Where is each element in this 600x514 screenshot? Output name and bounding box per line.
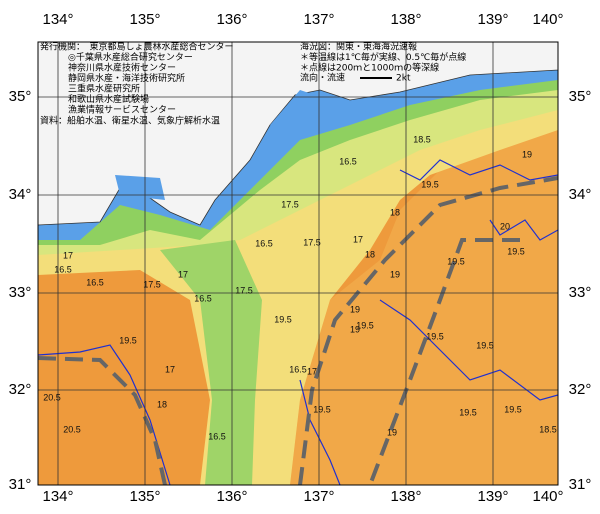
contour-label: 19.5 xyxy=(421,179,439,189)
note-line: ＊等温線は1℃毎が実線、0.5℃毎が点線 xyxy=(300,51,466,63)
note-line: ＊点線は200ｍと1000ｍの等深線 xyxy=(300,62,439,74)
contours xyxy=(38,159,558,485)
contour-labels: 16.517.517.5 1718181919.519.519.52018.519… xyxy=(43,134,557,441)
frame xyxy=(37,41,559,486)
contour-label: 20.5 xyxy=(63,424,81,434)
contour-label: 19.5 xyxy=(119,335,137,345)
contour-label: 19.5 xyxy=(507,246,525,256)
bay xyxy=(115,175,165,200)
contour-label: 19.5 xyxy=(274,314,292,324)
lon-label: 134° xyxy=(42,488,73,505)
contour-label: 16.5 xyxy=(54,264,72,274)
contour-label: 19 xyxy=(390,269,400,279)
lon-label: 137° xyxy=(303,11,334,28)
contour-label: 17.5 xyxy=(143,279,161,289)
flow-unit: 2kt xyxy=(396,74,411,84)
flow-label: 流向・流速 xyxy=(300,72,345,84)
contour-label: 18.5 xyxy=(413,134,431,144)
lat-label: 35° xyxy=(569,88,592,105)
lon-label: 136° xyxy=(216,488,247,505)
contour-label: 18.5 xyxy=(539,424,557,434)
publisher-line: 神奈川県水産技術センター xyxy=(68,62,176,74)
lat-label: 32° xyxy=(569,381,592,398)
contour-label: 18 xyxy=(157,399,167,409)
note-line: 海況図：関東・東海海況速報 xyxy=(300,41,417,53)
contour-label: 19 xyxy=(350,304,360,314)
lat-label: 31° xyxy=(569,476,592,493)
contour-label: 19.5 xyxy=(459,407,477,417)
contour-label: 18 xyxy=(365,249,375,259)
lat-label: 32° xyxy=(9,381,32,398)
map-area: 16.517.517.5 1718181919.519.519.52018.519… xyxy=(38,42,558,485)
contour-label: 20 xyxy=(500,221,510,231)
contour-label: 19 xyxy=(387,427,397,437)
lat-label: 31° xyxy=(9,476,32,493)
publisher-line: 発行機関： 東京都島しょ農林水産総合センター xyxy=(40,41,234,53)
lat-label: 33° xyxy=(9,284,32,301)
contour-label: 19.5 xyxy=(426,331,444,341)
publisher-line: ◎千葉県水産総合研究センター xyxy=(68,51,193,63)
contour-label: 18 xyxy=(390,207,400,217)
lon-label: 139° xyxy=(477,11,508,28)
contour-label: 19.5 xyxy=(313,404,331,414)
lat-label: 33° xyxy=(569,284,592,301)
lon-label: 136° xyxy=(216,11,247,28)
contour-label: 16.5 xyxy=(289,364,307,374)
contour-label: 20.5 xyxy=(43,392,61,402)
lat-label: 34° xyxy=(9,186,32,203)
contour-label: 16.5 xyxy=(194,293,212,303)
contour-label: 17 xyxy=(165,364,175,374)
bay xyxy=(270,90,330,140)
contour-label: 19 xyxy=(350,324,360,334)
contour-label: 17.5 xyxy=(281,199,299,209)
publisher-line: 和歌山県水産試験場 xyxy=(68,93,149,105)
contour-label: 19.5 xyxy=(504,404,522,414)
contour-label: 17.5 xyxy=(235,285,253,295)
lon-label: 139° xyxy=(477,488,508,505)
contour-label: 19.5 xyxy=(447,256,465,266)
contour-label: 17 xyxy=(353,234,363,244)
contour-label: 17.5 xyxy=(303,237,321,247)
lon-label: 134° xyxy=(42,11,73,28)
lon-label: 140° xyxy=(532,488,563,505)
contour-label: 16.5 xyxy=(86,277,104,287)
publisher-line: 漁業情報サービスセンター xyxy=(68,104,176,116)
contour-label: 16.5 xyxy=(339,156,357,166)
lat-label: 35° xyxy=(9,88,32,105)
lat-label: 34° xyxy=(569,186,592,203)
contour-label: 16.5 xyxy=(255,238,273,248)
lon-label: 138° xyxy=(390,488,421,505)
contour-label: 17 xyxy=(63,250,73,260)
contour-label: 19.5 xyxy=(356,320,374,330)
land xyxy=(38,42,558,226)
lon-label: 135° xyxy=(129,11,160,28)
contour-label: 19 xyxy=(522,149,532,159)
lon-label: 138° xyxy=(390,11,421,28)
green-tongue xyxy=(160,240,262,485)
contour-label: 16.5 xyxy=(208,431,226,441)
contour-label: 17 xyxy=(307,366,317,376)
lon-label: 135° xyxy=(129,488,160,505)
publisher-line: 三重県水産研究所 xyxy=(68,83,140,95)
contour-label: 19.5 xyxy=(476,340,494,350)
source: 資料：船舶水温、衛星水温、気象庁解析水温 xyxy=(40,115,220,127)
kuroshio-water xyxy=(290,110,558,485)
graticule xyxy=(38,42,558,485)
lon-label: 137° xyxy=(303,488,334,505)
contour-label: 17 xyxy=(178,269,188,279)
publisher-line: 静岡県水産・海洋技術研究所 xyxy=(68,72,185,84)
lon-label: 140° xyxy=(532,11,563,28)
legend: 発行機関： 東京都島しょ農林水産総合センター◎千葉県水産総合研究センター神奈川県… xyxy=(40,41,466,127)
